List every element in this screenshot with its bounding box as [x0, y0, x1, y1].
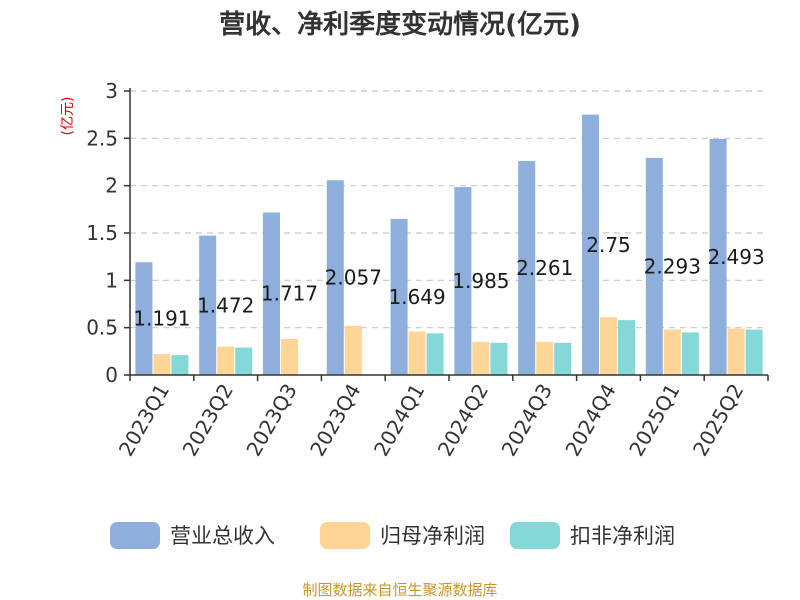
bar-net-profit: [663, 329, 681, 375]
x-tick-label: 2024Q4: [560, 380, 620, 461]
bar-revenue: [326, 180, 344, 375]
data-label: 1.649: [388, 285, 445, 309]
data-label: 1.191: [133, 307, 190, 331]
gridlines: [130, 90, 768, 329]
data-label: 2.261: [516, 256, 573, 280]
bar-deducted-net-profit: [490, 342, 508, 375]
bar-revenue: [135, 262, 153, 375]
legend-swatch: [110, 522, 160, 549]
bar-deducted-net-profit: [681, 332, 699, 375]
bar-deducted-net-profit: [618, 320, 635, 375]
x-tick-label: 2024Q1: [369, 380, 429, 461]
y-tick-label: 0: [105, 363, 118, 387]
bar-revenue: [263, 212, 280, 375]
x-tick-label: 2025Q1: [624, 380, 684, 461]
data-label: 1.717: [261, 282, 318, 306]
bar-deducted-net-profit: [171, 355, 189, 375]
legend-item[interactable]: 归母净利润: [320, 522, 485, 549]
legend-swatch: [510, 522, 560, 549]
legend: 营业总收入 归母净利润 扣非净利润: [110, 522, 675, 549]
chart-title: 营收、净利季度变动情况(亿元): [219, 9, 581, 40]
bar-revenue: [709, 138, 727, 375]
y-tick-label: 2.5: [86, 126, 118, 150]
data-source-note: 制图数据来自恒生聚源数据库: [302, 581, 497, 599]
data-label: 2.293: [644, 254, 701, 278]
bar-deducted-net-profit: [745, 329, 763, 375]
y-tick-label: 0.5: [86, 316, 118, 340]
legend-item[interactable]: 扣非净利润: [510, 522, 675, 549]
bar-net-profit: [727, 328, 745, 375]
bar-revenue: [454, 187, 472, 375]
x-tick-label: 2024Q2: [433, 380, 493, 461]
bar-net-profit: [472, 341, 490, 375]
bar-revenue: [582, 114, 599, 376]
bar-revenue: [390, 218, 408, 375]
bar-net-profit: [536, 341, 554, 375]
x-tick-label: 2024Q3: [497, 380, 557, 461]
bars: [135, 114, 763, 376]
bar-net-profit: [217, 346, 235, 375]
bar-deducted-net-profit: [554, 342, 572, 375]
bar-net-profit: [408, 331, 426, 375]
y-tick-label: 3: [105, 79, 118, 103]
y-tick-label: 2: [105, 174, 118, 198]
legend-swatch: [320, 522, 370, 549]
bar-net-profit: [344, 325, 362, 375]
legend-item[interactable]: 营业总收入: [110, 522, 275, 549]
bar-revenue: [518, 160, 536, 375]
bar-net-profit: [153, 354, 171, 375]
bar-net-profit: [600, 317, 617, 375]
data-label: 2.493: [707, 245, 764, 269]
bar-revenue: [645, 157, 663, 375]
y-axis: 0 0.5 1 1.5 2 2.5 3: [86, 79, 131, 387]
x-tick-label: 2023Q3: [241, 380, 301, 461]
x-tick-label: 2025Q2: [688, 380, 748, 461]
x-tick-label: 2023Q1: [114, 380, 174, 461]
bar-revenue: [199, 235, 217, 375]
legend-label: 营业总收入: [170, 524, 275, 548]
legend-label: 归母净利润: [380, 524, 485, 548]
x-axis: 2023Q1 2023Q2 2023Q3 2023Q4 2024Q1 2024Q2 2024…: [114, 374, 769, 461]
y-axis-unit: (亿元): [60, 97, 76, 136]
bar-net-profit: [281, 339, 298, 375]
bar-deducted-net-profit: [426, 333, 444, 375]
x-tick-label: 2023Q2: [178, 380, 238, 461]
legend-label: 扣非净利润: [570, 524, 675, 548]
y-tick-label: 1: [105, 268, 118, 292]
x-tick-label: 2023Q4: [305, 380, 365, 461]
data-label: 2.057: [325, 266, 382, 290]
data-label: 1.472: [197, 293, 254, 317]
bar-deducted-net-profit: [235, 347, 253, 375]
data-label: 2.75: [586, 233, 631, 257]
data-label: 1.985: [452, 269, 509, 293]
y-tick-label: 1.5: [86, 221, 118, 245]
